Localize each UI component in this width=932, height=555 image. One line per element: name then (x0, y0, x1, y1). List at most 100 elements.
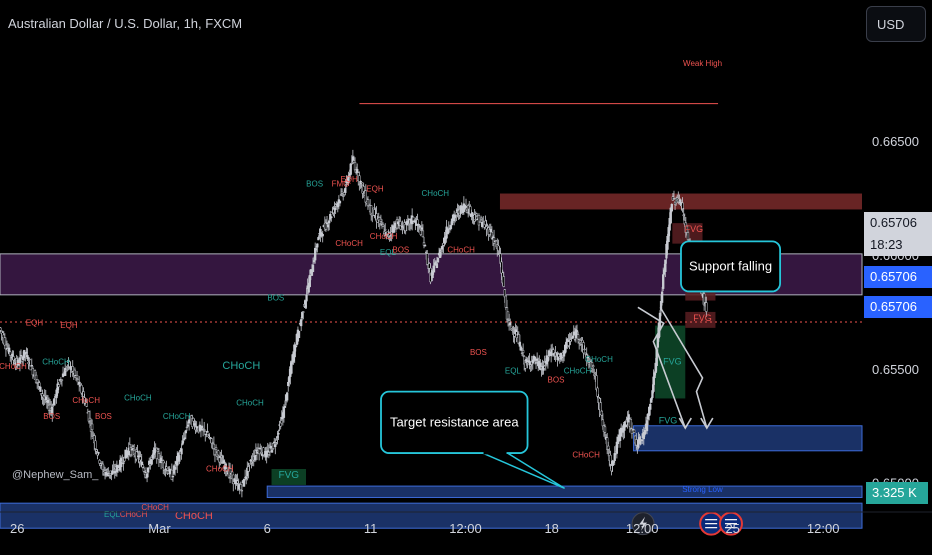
currency-button[interactable]: USD (866, 6, 926, 42)
candle-body (57, 384, 60, 388)
candle-body (312, 260, 316, 262)
candle-body (112, 467, 115, 470)
candle-body (506, 311, 510, 320)
y-tick-label: 0.66500 (872, 134, 919, 149)
candle-body (29, 365, 32, 371)
candle-body (12, 356, 15, 361)
candle-body (288, 376, 291, 383)
candle-body (546, 357, 550, 362)
candle-body (301, 311, 304, 319)
candle-body (65, 369, 68, 371)
author-watermark: @Nephew_Sam_ (12, 469, 99, 481)
strong-low-zone (266, 485, 863, 498)
annotation-label: BOS (306, 180, 323, 189)
candle-body (576, 334, 580, 340)
candle-body (75, 375, 79, 379)
candle-body (297, 330, 301, 339)
candle-body (330, 216, 333, 219)
candle-body (290, 362, 293, 374)
candle-body (213, 448, 217, 455)
candle-body (38, 382, 41, 387)
candle-body (609, 454, 612, 465)
annotation-label: BOS (43, 412, 60, 421)
candle-body (486, 225, 489, 227)
candle-body (287, 382, 290, 387)
candle-body (601, 419, 605, 427)
support-falling-callout: Support falling (680, 240, 782, 293)
candle-body (349, 163, 352, 175)
candle-body (308, 275, 311, 288)
candle-body (145, 473, 149, 478)
candle-body (639, 440, 642, 445)
candle-body (342, 195, 345, 197)
candle-body (533, 356, 537, 361)
candle-body (422, 242, 426, 246)
candle-body (442, 242, 445, 246)
candle-body (477, 215, 481, 226)
candle-body (217, 450, 220, 456)
candle-body (183, 437, 186, 439)
candle-body (270, 450, 274, 453)
candle-body (184, 430, 188, 434)
candle-body (613, 453, 616, 461)
candle-body (259, 448, 262, 450)
target-blue-zone (633, 425, 863, 452)
candle-body (627, 414, 630, 420)
candle-body (207, 435, 210, 438)
candle-body (497, 245, 500, 251)
candle-body (425, 251, 428, 254)
candle-body (212, 443, 216, 449)
candle-body (304, 300, 307, 308)
marker-price-tag: 0.65706 (864, 296, 932, 318)
candle-body (224, 463, 227, 470)
candle-body (25, 351, 28, 354)
candle-body (44, 396, 47, 401)
annotation-label: CHoCH (370, 232, 398, 241)
candle-body (314, 247, 317, 261)
candle-body (454, 215, 457, 218)
lightning-icon (631, 512, 655, 536)
candle-body (120, 458, 123, 468)
annotation-label: FVG (278, 470, 299, 481)
candle-body (624, 424, 627, 428)
candle-body (630, 428, 634, 434)
candle-body (531, 359, 534, 364)
annotation-label: CHoCH (335, 239, 363, 248)
candle-body (595, 375, 598, 390)
candle-body (432, 265, 435, 273)
candle-body (596, 387, 599, 397)
candle-body (542, 367, 545, 371)
candle-body (94, 440, 97, 449)
candle-body (560, 356, 564, 359)
candle-body (315, 248, 318, 251)
candle-body (164, 468, 167, 471)
callout-text: Target resistance area (390, 414, 519, 429)
annotation-label: CHoCH (163, 412, 191, 421)
candle-body (53, 398, 56, 406)
candle-body (275, 439, 278, 443)
candle-body (520, 352, 524, 354)
candle-body (643, 429, 647, 435)
candle-body (635, 439, 638, 446)
candle-body (286, 392, 289, 401)
candle-body (569, 339, 572, 342)
annotation-label: CHoCH (0, 362, 27, 371)
x-tick-label: 25 (725, 521, 739, 536)
candle-body (214, 447, 218, 450)
candle-body (592, 365, 595, 368)
candle-body (557, 354, 560, 358)
candle-body (379, 218, 383, 222)
annotation-label: FMG (332, 180, 350, 189)
candle-body (664, 259, 667, 272)
candle-body (97, 452, 100, 454)
candle-body (64, 367, 67, 376)
candle-body (220, 455, 223, 458)
candle-body (324, 222, 328, 230)
candle-body (649, 403, 652, 410)
candle-body (248, 462, 251, 466)
candle-body (311, 264, 315, 273)
callout-text: Support falling (689, 258, 772, 273)
candle-body (469, 206, 472, 214)
